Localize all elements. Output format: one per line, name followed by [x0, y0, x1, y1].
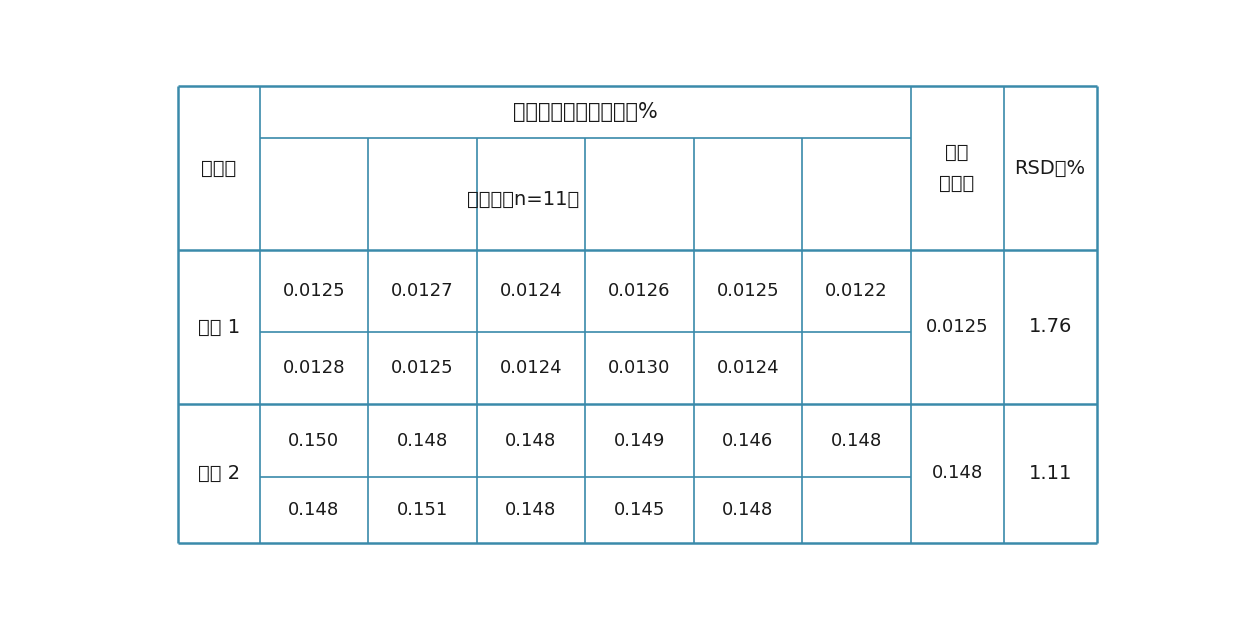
Text: 0.0126: 0.0126: [608, 282, 671, 300]
Text: 0.146: 0.146: [722, 432, 774, 450]
Text: 0.0130: 0.0130: [608, 359, 671, 377]
Text: 0.148: 0.148: [722, 501, 774, 519]
Text: 0.148: 0.148: [505, 501, 557, 519]
Text: 1.76: 1.76: [1028, 317, 1071, 337]
Text: 1.11: 1.11: [1028, 464, 1071, 483]
Text: 0.151: 0.151: [397, 501, 448, 519]
Text: 平均値: 平均値: [940, 174, 975, 193]
Text: 0.148: 0.148: [397, 432, 448, 450]
Text: 0.0125: 0.0125: [391, 359, 454, 377]
Text: 试样号: 试样号: [201, 159, 237, 177]
Text: 0.149: 0.149: [614, 432, 665, 450]
Text: RSD，%: RSD，%: [1014, 159, 1086, 177]
Text: 0.0122: 0.0122: [825, 282, 888, 300]
Text: 0.0125: 0.0125: [283, 282, 345, 300]
Text: 试样 2: 试样 2: [198, 464, 241, 483]
Text: 0.148: 0.148: [931, 464, 983, 482]
Text: 0.0124: 0.0124: [717, 359, 779, 377]
Text: 0.0124: 0.0124: [500, 282, 562, 300]
Text: 0.148: 0.148: [831, 432, 882, 450]
Text: 0.0127: 0.0127: [391, 282, 454, 300]
Text: 0.148: 0.148: [505, 432, 557, 450]
Text: 0.0128: 0.0128: [283, 359, 345, 377]
Text: 0.0125: 0.0125: [717, 282, 779, 300]
Text: 测量値（n=11）: 测量値（n=11）: [467, 190, 579, 210]
Text: 0.145: 0.145: [614, 501, 665, 519]
Text: 0.148: 0.148: [288, 501, 340, 519]
Text: 0.0125: 0.0125: [926, 318, 988, 336]
Text: 焦炭表面吸附硫含量，%: 焦炭表面吸附硫含量，%: [513, 102, 657, 122]
Text: 试样 1: 试样 1: [198, 317, 241, 337]
Text: 0.0124: 0.0124: [500, 359, 562, 377]
Text: 统计: 统计: [945, 143, 968, 162]
Text: 0.150: 0.150: [289, 432, 340, 450]
